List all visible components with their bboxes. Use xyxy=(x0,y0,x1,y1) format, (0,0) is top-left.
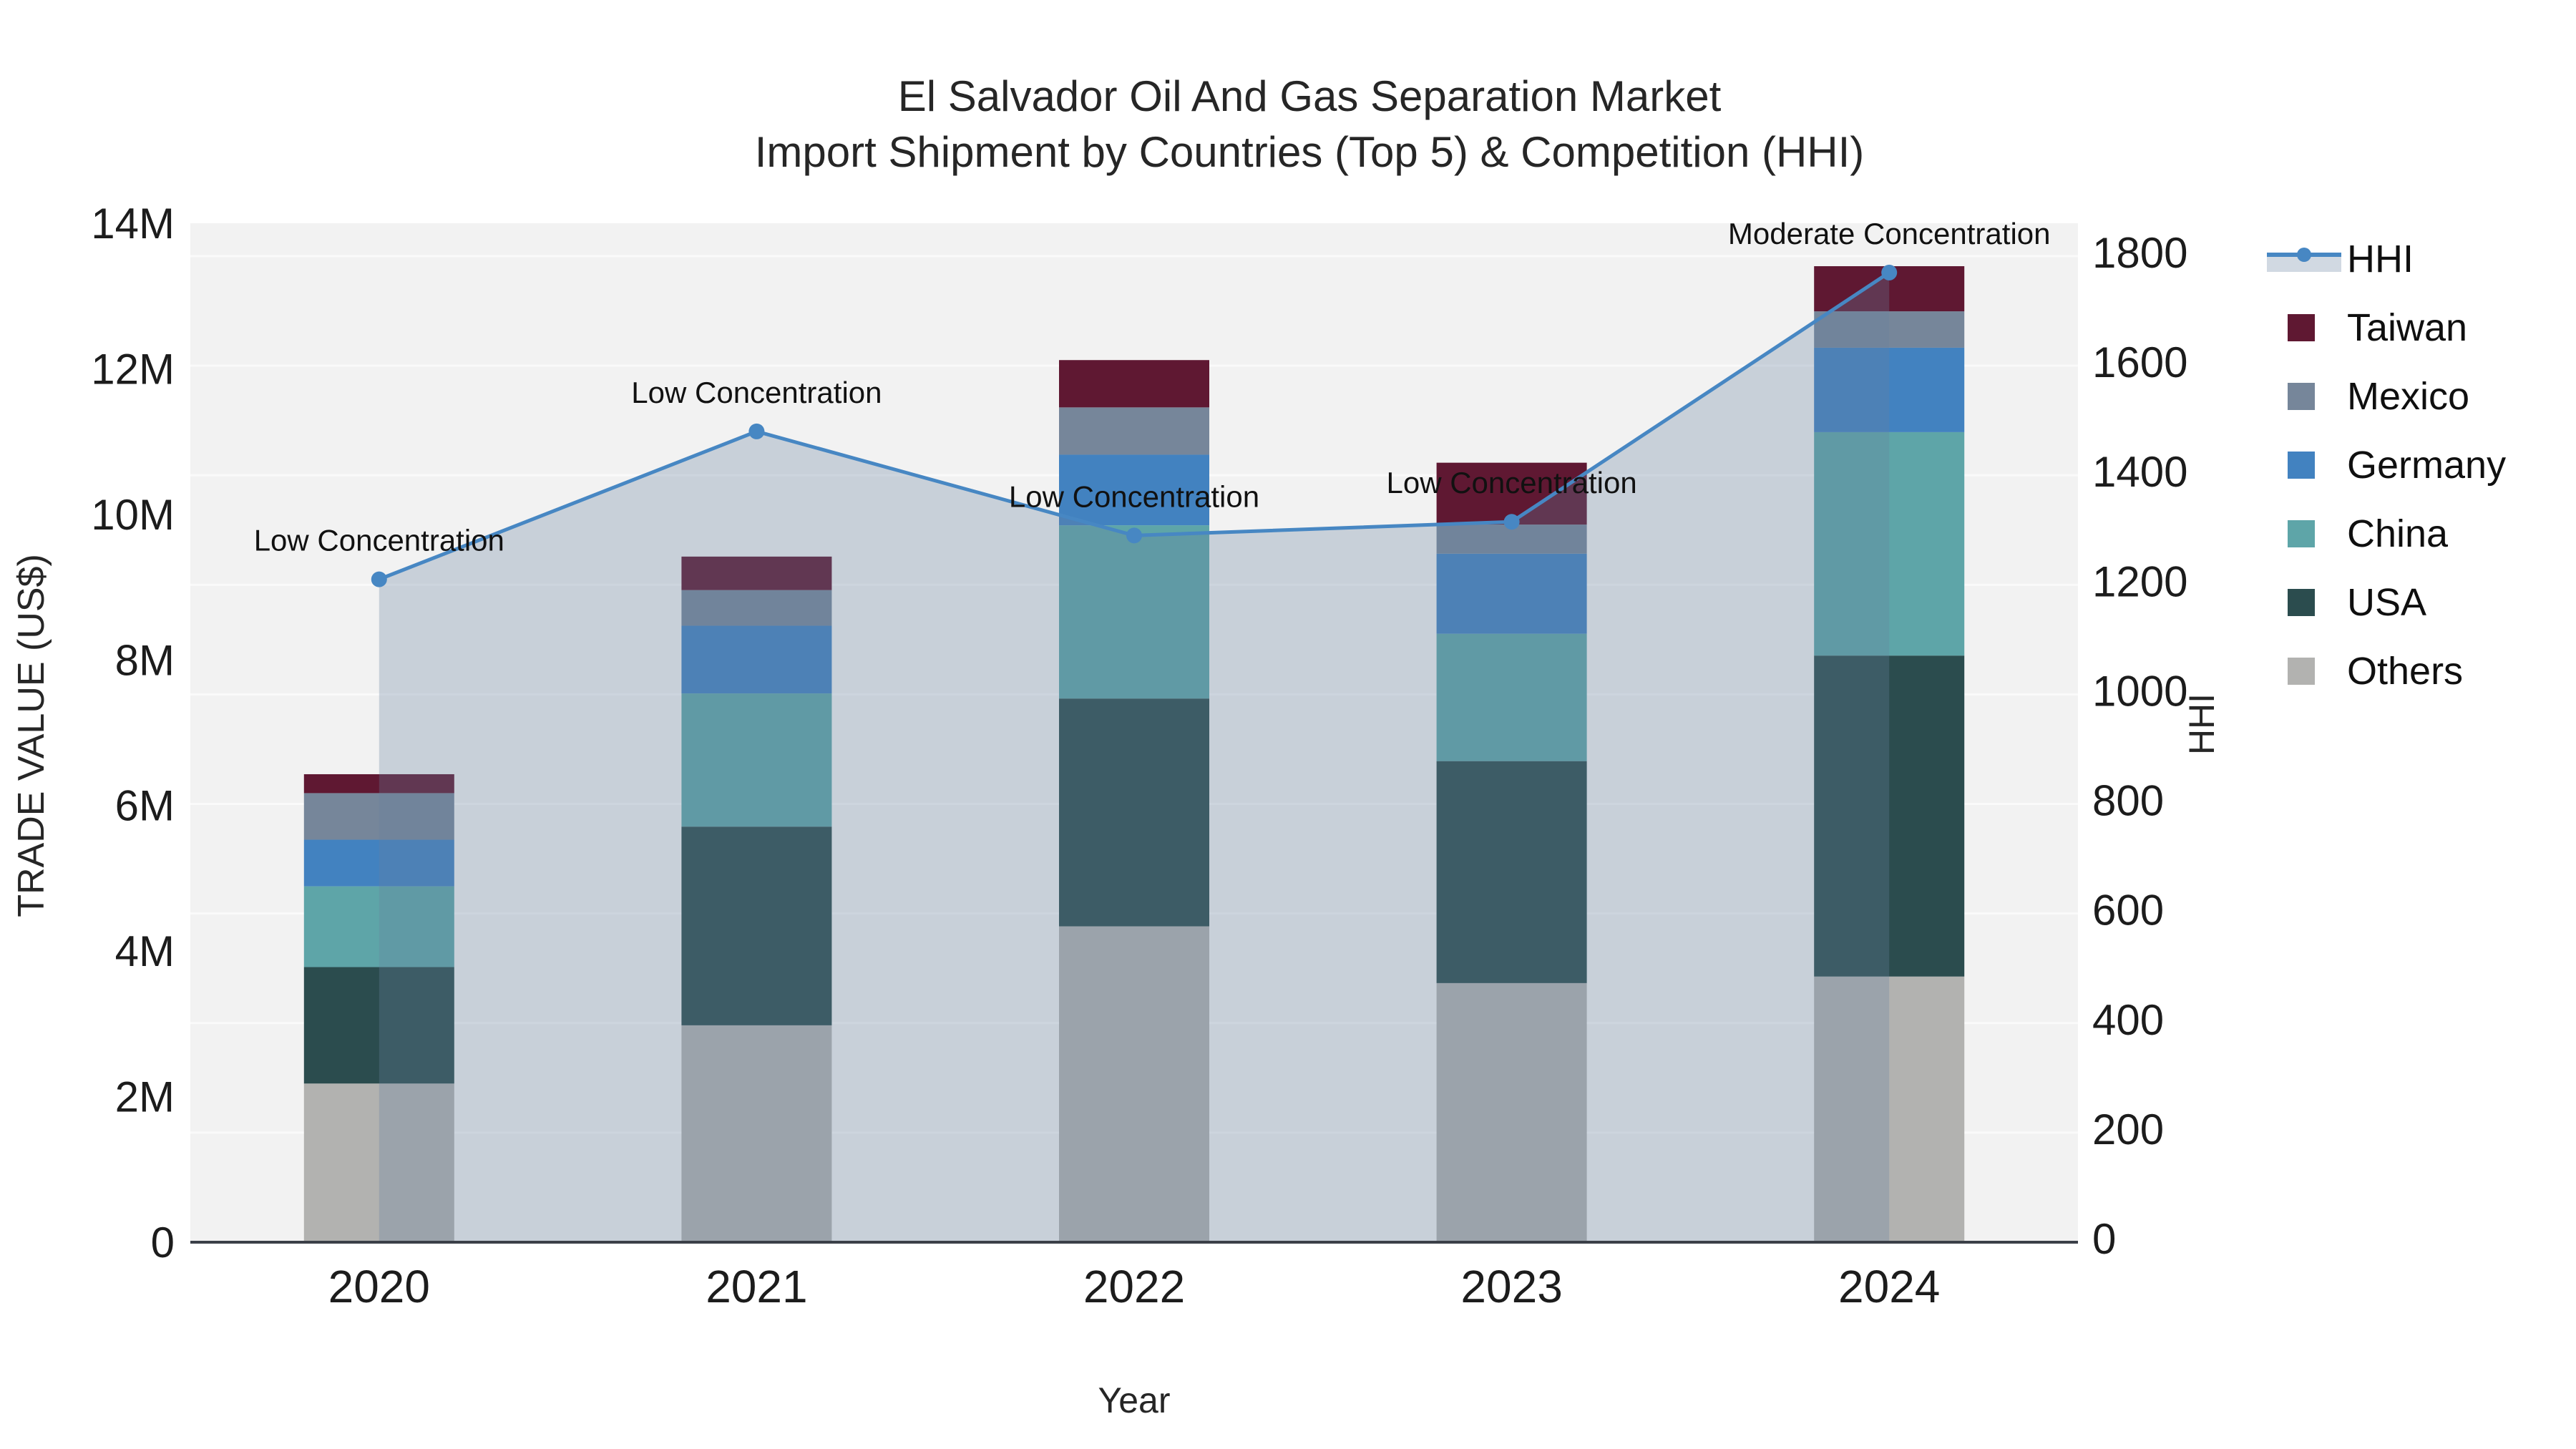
y-axis-title-left: TRADE VALUE (US$) xyxy=(11,554,52,917)
annotation-2023: Low Concentration xyxy=(1386,466,1636,499)
x-tick-label-2024: 2024 xyxy=(1838,1261,1940,1312)
hhi-marker-2023[interactable] xyxy=(1503,514,1520,530)
legend-swatch-usa xyxy=(2288,589,2315,616)
legend-label-mexico: Mexico xyxy=(2347,375,2470,418)
legend-swatch-hhi xyxy=(2267,248,2341,272)
y-left-tick-label: 8M xyxy=(115,636,175,684)
bar-segment-china-2023[interactable] xyxy=(1436,633,1587,761)
y-left-tick-label: 4M xyxy=(115,927,175,975)
bar-segment-china-2021[interactable] xyxy=(681,693,832,827)
hhi-marker-2020[interactable] xyxy=(371,571,387,587)
bar-segment-others-2023[interactable] xyxy=(1436,982,1587,1242)
y-right-tick-label: 400 xyxy=(2092,996,2164,1044)
x-tick-label-2023: 2023 xyxy=(1460,1261,1562,1312)
legend: HHI Taiwan Mexico Germany China USA Others xyxy=(2254,225,2506,706)
bar-segment-others-2024[interactable] xyxy=(1814,976,1965,1242)
bar-segment-usa-2020[interactable] xyxy=(303,967,454,1084)
bar-segment-usa-2023[interactable] xyxy=(1436,761,1587,983)
legend-item-hhi[interactable]: HHI xyxy=(2254,225,2506,293)
y-left-tick-label: 2M xyxy=(115,1073,175,1121)
annotation-2022: Low Concentration xyxy=(1009,479,1259,513)
legend-swatch-taiwan xyxy=(2288,314,2315,341)
legend-label-china: China xyxy=(2347,512,2449,555)
bar-segment-usa-2024[interactable] xyxy=(1814,655,1965,977)
chart-title-block: El Salvador Oil And Gas Separation Marke… xyxy=(544,69,2075,180)
legend-label-germany: Germany xyxy=(2347,444,2507,487)
y-right-tick-label: 1600 xyxy=(2092,338,2187,386)
y-left-tick-label: 12M xyxy=(91,345,175,393)
y-left-tick-label: 14M xyxy=(91,200,175,248)
bar-segment-usa-2022[interactable] xyxy=(1059,698,1209,927)
bar-segment-others-2022[interactable] xyxy=(1059,926,1209,1242)
x-tick-label-2021: 2021 xyxy=(706,1261,807,1312)
legend-label-usa: USA xyxy=(2347,581,2427,624)
y-right-tick-label: 600 xyxy=(2092,887,2164,935)
bar-segment-taiwan-2021[interactable] xyxy=(681,556,832,590)
bar-segment-germany-2023[interactable] xyxy=(1436,553,1587,634)
hhi-marker-2024[interactable] xyxy=(1881,264,1898,280)
bar-segment-germany-2020[interactable] xyxy=(303,839,454,887)
legend-item-mexico[interactable]: Mexico xyxy=(2254,362,2506,431)
hhi-marker-2021[interactable] xyxy=(748,423,765,439)
annotation-2024: Moderate Concentration xyxy=(1728,217,2051,250)
bar-segment-germany-2021[interactable] xyxy=(681,625,832,694)
annotation-2020: Low Concentration xyxy=(254,524,504,557)
bar-segment-taiwan-2020[interactable] xyxy=(303,774,454,794)
legend-swatch-mexico xyxy=(2288,383,2315,410)
legend-swatch-others xyxy=(2288,658,2315,685)
x-axis-title: Year xyxy=(1098,1380,1171,1420)
bar-segment-china-2022[interactable] xyxy=(1059,525,1209,699)
legend-label-taiwan: Taiwan xyxy=(2347,306,2468,349)
y-left-tick-label: 6M xyxy=(115,782,175,830)
annotation-2021: Low Concentration xyxy=(631,376,882,409)
legend-item-china[interactable]: China xyxy=(2254,499,2506,568)
chart-subtitle: Import Shipment by Countries (Top 5) & C… xyxy=(754,128,1865,176)
hhi-marker-2022[interactable] xyxy=(1126,527,1142,544)
bar-segment-mexico-2020[interactable] xyxy=(303,793,454,840)
y-right-tick-label: 1200 xyxy=(2092,557,2187,605)
bar-segment-mexico-2022[interactable] xyxy=(1059,407,1209,455)
chart-title: El Salvador Oil And Gas Separation Marke… xyxy=(897,72,1722,120)
y-right-tick-label: 800 xyxy=(2092,777,2164,825)
hhi-area-fill xyxy=(379,272,1890,1243)
y-right-tick-label: 1800 xyxy=(2092,229,2187,277)
bar-segment-usa-2021[interactable] xyxy=(681,826,832,1025)
bar-segment-mexico-2024[interactable] xyxy=(1814,311,1965,348)
legend-item-germany[interactable]: Germany xyxy=(2254,431,2506,499)
bar-segment-taiwan-2022[interactable] xyxy=(1059,360,1209,408)
legend-item-others[interactable]: Others xyxy=(2254,637,2506,706)
y-right-tick-label: 200 xyxy=(2092,1106,2164,1153)
legend-swatch-china xyxy=(2288,520,2315,547)
legend-swatch-germany xyxy=(2288,452,2315,479)
y-right-tick-label: 1000 xyxy=(2092,667,2187,715)
legend-item-usa[interactable]: USA xyxy=(2254,568,2506,637)
bar-segment-germany-2024[interactable] xyxy=(1814,347,1965,432)
bar-segment-germany-2022[interactable] xyxy=(1059,454,1209,526)
legend-label-hhi: HHI xyxy=(2347,238,2414,280)
bar-segment-others-2021[interactable] xyxy=(681,1025,832,1242)
y-right-tick-label: 1400 xyxy=(2092,448,2187,496)
legend-item-taiwan[interactable]: Taiwan xyxy=(2254,293,2506,362)
y-left-tick-label: 0 xyxy=(151,1219,175,1267)
y-left-tick-label: 10M xyxy=(91,491,175,539)
legend-label-others: Others xyxy=(2347,650,2464,693)
bar-segment-china-2020[interactable] xyxy=(303,886,454,967)
y-axis-title-right: HHI xyxy=(2182,693,2222,756)
bar-segment-mexico-2021[interactable] xyxy=(681,590,832,626)
y-right-tick-label: 0 xyxy=(2092,1215,2116,1263)
bar-segment-china-2024[interactable] xyxy=(1814,431,1965,656)
x-tick-label-2020: 2020 xyxy=(328,1261,430,1312)
bar-segment-others-2020[interactable] xyxy=(303,1083,454,1242)
x-tick-label-2022: 2022 xyxy=(1083,1261,1185,1312)
